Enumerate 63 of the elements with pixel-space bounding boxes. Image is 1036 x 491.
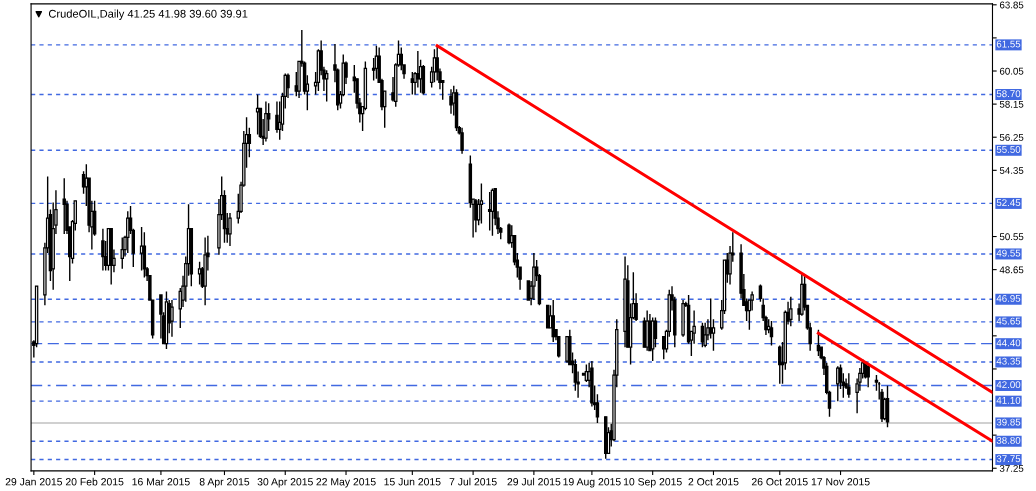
candlestick [197,261,202,286]
candlestick [247,126,252,158]
ref-line-label: 52.45 [996,199,1021,207]
x-tick-label: 22 May 2015 [316,478,376,488]
ref-line-label: 58.70 [996,90,1021,98]
x-tick-label: 29 Jul 2015 [507,477,561,486]
candlestick [866,363,870,388]
ref-line-label: 46.95 [996,294,1021,302]
candlestick [126,210,130,254]
ref-line-label: 38.80 [996,436,1021,444]
candlestick [101,227,105,272]
y-tick-label: 48.65 [999,266,1024,274]
candlestick [228,212,232,247]
candlestick [255,93,260,136]
candlestick [507,222,511,246]
y-tick-label: 56.25 [999,133,1024,141]
x-tick-label: 16 Mar 2015 [132,478,190,486]
candlestick [750,290,754,312]
x-tick-label: 15 Jun 2015 [384,478,441,486]
candlestick [487,191,492,232]
candlestick [789,295,793,327]
candlestick [653,316,658,348]
ref-line-label: 49.55 [996,249,1021,257]
chart-title: CrudeOIL,Daily 41.25 41.98 39.60 39.91 [48,9,248,20]
candlestick [159,294,163,340]
y-tick-label: 63.85 [999,1,1024,9]
ref-line-label: 44.40 [996,339,1021,347]
candlestick [545,304,550,329]
candlestick [836,365,840,402]
y-tick-label: 54.35 [999,167,1024,174]
x-tick-label: 2 Oct 2015 [688,478,739,486]
y-tick-label: 37.25 [999,464,1024,472]
y-tick-label: 60.05 [999,67,1024,75]
ref-line-label: 42.00 [996,381,1021,389]
candlestick [449,88,453,115]
x-tick-label: 30 Apr 2015 [257,478,313,488]
candlestick [778,344,782,385]
ref-line-label: 45.65 [996,317,1021,325]
x-tick-label: 29 Jan 2015 [5,478,63,486]
ref-line-label: 55.50 [996,146,1021,153]
x-tick-label: 8 Apr 2015 [199,478,250,488]
x-tick-label: 17 Nov 2015 [811,478,870,486]
ref-line-label: 43.35 [996,357,1021,365]
candlestick [703,322,707,348]
ref-line-label: 41.10 [996,396,1021,404]
x-tick-label: 10 Sep 2015 [623,478,682,488]
ref-line-label: 39.85 [996,418,1021,426]
y-tick-label: 58.15 [999,100,1024,108]
x-tick-label: 26 Oct 2015 [751,478,808,486]
x-tick-label: 20 Feb 2015 [65,477,124,486]
candlestick [62,177,66,235]
x-tick-label: 19 Aug 2015 [563,478,621,488]
candlestick [139,226,144,272]
candlestick [711,318,716,352]
y-tick-label: 50.55 [999,233,1024,241]
ref-line-label: 61.55 [996,40,1021,48]
candlestick [532,252,536,301]
x-tick-label: 7 Jul 2015 [449,477,497,486]
candlestick [170,299,174,338]
candlestick [264,100,268,143]
candlestick [120,236,124,270]
candlestick [474,198,478,233]
ref-line-label: 37.75 [996,455,1021,463]
